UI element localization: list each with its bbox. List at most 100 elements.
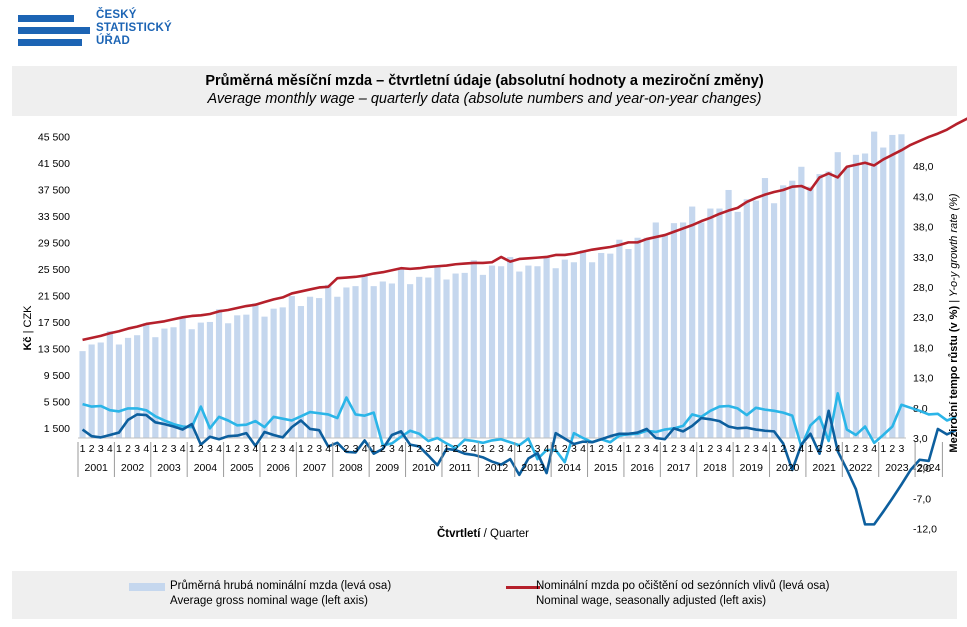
y-left-tick-label: 37 500 xyxy=(38,184,70,196)
x-year-label: 2005 xyxy=(230,462,254,474)
x-year-label: 2011 xyxy=(449,462,472,474)
bar xyxy=(425,277,432,438)
sa-wage-line xyxy=(82,117,967,342)
bar xyxy=(852,154,860,438)
bar xyxy=(170,327,177,438)
x-quarter-label: 3 xyxy=(644,443,650,455)
y-left-tick-label: 33 500 xyxy=(38,211,70,223)
bar xyxy=(215,309,223,438)
logo-stripe xyxy=(18,15,74,22)
bar xyxy=(825,171,832,438)
x-quarter-label: 3 xyxy=(353,443,359,455)
bar xyxy=(652,222,659,438)
bar xyxy=(889,134,896,438)
x-quarter-label: 4 xyxy=(835,443,841,455)
x-quarter-label: 4 xyxy=(289,443,295,455)
y-left-tick-label: 9 500 xyxy=(44,370,70,382)
x-quarter-label: 1 xyxy=(298,443,304,455)
bar xyxy=(306,296,314,438)
x-quarter-label: 1 xyxy=(371,443,377,455)
bar xyxy=(579,250,587,438)
x-quarter-label: 4 xyxy=(143,443,149,455)
x-quarter-label: 2 xyxy=(853,443,859,455)
legend-label: Nominal wage, seasonally adjusted (left … xyxy=(536,595,767,607)
logo-stripe xyxy=(18,39,82,46)
x-quarter-label: 4 xyxy=(653,443,659,455)
y-left-title: Kč | CZK xyxy=(22,305,34,351)
x-quarter-label: 4 xyxy=(544,443,550,455)
x-quarter-label: 2 xyxy=(671,443,677,455)
bar xyxy=(134,335,141,438)
bar xyxy=(498,266,505,438)
logo-line: ČESKÝ xyxy=(96,9,137,21)
x-quarter-label: 4 xyxy=(798,443,804,455)
x-quarter-label: 3 xyxy=(134,443,140,455)
logo-stripe xyxy=(18,27,90,34)
x-quarter-label: 3 xyxy=(280,443,286,455)
x-quarter-label: 4 xyxy=(216,443,222,455)
x-quarter-label: 1 xyxy=(626,443,632,455)
x-quarter-label: 2 xyxy=(416,443,422,455)
y-left-tick-label: 29 500 xyxy=(38,237,70,249)
legend-line-swatch xyxy=(506,586,540,589)
x-quarter-label: 2 xyxy=(198,443,204,455)
x-quarter-label: 4 xyxy=(507,443,513,455)
x-year-label: 2022 xyxy=(849,462,873,474)
bar xyxy=(179,316,186,438)
x-quarter-label: 3 xyxy=(207,443,213,455)
x-quarter-label: 2 xyxy=(307,443,313,455)
x-quarter-label: 4 xyxy=(616,443,622,455)
legend-bar-swatch xyxy=(129,583,165,591)
bar xyxy=(79,351,86,438)
legend-item-sa: Nominální mzda po očištění od sezónních … xyxy=(536,579,829,609)
x-quarter-label: 4 xyxy=(689,443,695,455)
x-quarter-label: 1 xyxy=(262,443,268,455)
x-quarter-label: 4 xyxy=(253,443,259,455)
x-quarter-label: 3 xyxy=(425,443,431,455)
legend: Průměrná hrubá nominální mzda (levá osa)… xyxy=(12,571,957,619)
x-year-label: 2003 xyxy=(157,462,181,474)
y-left-tick-label: 21 500 xyxy=(38,290,70,302)
x-quarter-label: 2 xyxy=(525,443,531,455)
logo-line: ÚŘAD xyxy=(96,35,131,47)
y-right-tick-label: 48,0 xyxy=(913,161,934,173)
bar xyxy=(834,152,841,438)
x-quarter-label: 2 xyxy=(234,443,240,455)
bar xyxy=(634,237,641,438)
x-year-label: 2021 xyxy=(812,462,836,474)
x-quarter-label: 1 xyxy=(116,443,122,455)
x-quarter-label: 1 xyxy=(225,443,231,455)
bar xyxy=(880,147,887,439)
x-quarter-label: 2 xyxy=(744,443,750,455)
x-quarter-label: 3 xyxy=(498,443,504,455)
x-quarter-label: 3 xyxy=(607,443,613,455)
bar xyxy=(270,308,277,438)
x-quarter-label: 3 xyxy=(789,443,795,455)
bar xyxy=(143,323,150,438)
bar xyxy=(898,134,905,438)
bar xyxy=(407,284,414,438)
y-right-title: Meziroční tempo růstu (v %) | Y-o-y grow… xyxy=(948,193,960,453)
x-quarter-label: 2 xyxy=(380,443,386,455)
x-quarter-label: 2 xyxy=(89,443,95,455)
y-right-tick-label: 23,0 xyxy=(913,312,934,324)
x-quarter-label: 1 xyxy=(553,443,559,455)
bar xyxy=(670,223,678,438)
y-right-tick-label: -2,0 xyxy=(913,463,931,475)
bar xyxy=(352,286,359,438)
x-quarter-label: 3 xyxy=(826,443,832,455)
x-quarter-label: 1 xyxy=(152,443,158,455)
bar xyxy=(871,131,878,438)
x-year-label: 2017 xyxy=(667,462,691,474)
bar xyxy=(607,253,614,438)
bar xyxy=(789,180,796,438)
bar xyxy=(397,268,405,438)
y-left-tick-label: 41 500 xyxy=(38,158,70,170)
x-year-label: 2024 xyxy=(917,462,941,474)
x-quarter-label: 4 xyxy=(325,443,331,455)
x-quarter-label: 4 xyxy=(471,443,477,455)
x-year-label: 2006 xyxy=(267,462,291,474)
y-right-tick-label: 3,0 xyxy=(913,433,928,445)
x-quarter-label: 1 xyxy=(589,443,595,455)
x-quarter-label: 2 xyxy=(162,443,168,455)
